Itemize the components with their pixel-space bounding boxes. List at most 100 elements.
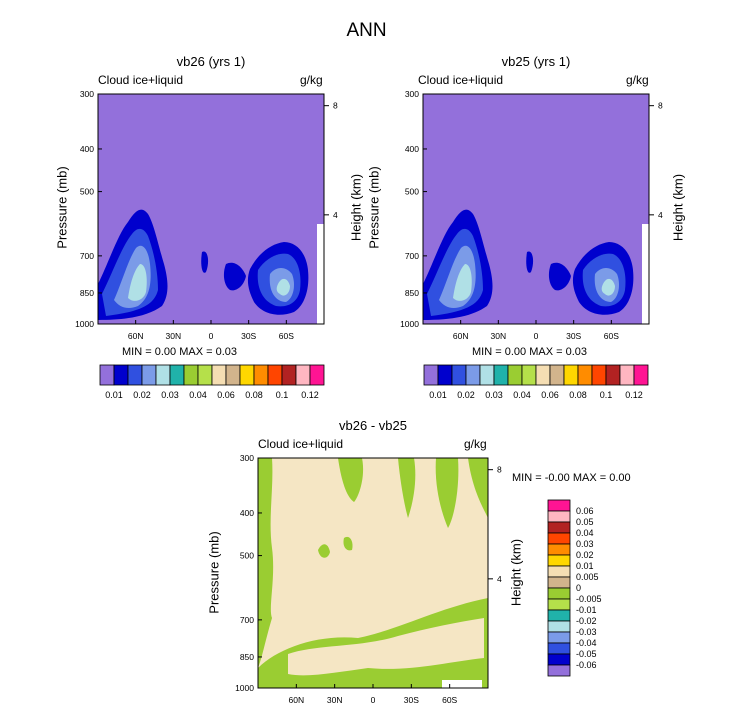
panel3-contour-region	[288, 618, 484, 676]
panel3-xtick-label: 0	[371, 695, 376, 705]
panel1-colorbar-swatch	[197, 364, 213, 386]
panel3-xtick-label: 60N	[289, 695, 305, 705]
panel2-colorbar-level-label: 0.06	[541, 390, 559, 400]
panel3-colorbar-level-label: -0.005	[576, 594, 602, 604]
panel2-max-value: 0.03	[565, 346, 588, 358]
panel1-colorbar-swatch	[295, 364, 311, 386]
panel1-colorbar-swatch	[127, 364, 143, 386]
panel1-xtick-label: 60S	[279, 331, 294, 341]
panel3-ytick-label: 500	[240, 551, 254, 561]
panel1-colorbar-swatch	[169, 364, 185, 386]
panel1-xtick-label: 30S	[241, 331, 256, 341]
panel1-colorbar-swatch	[253, 364, 269, 386]
panel1-xtick-label: 60N	[128, 331, 144, 341]
panel2-colorbar-swatch	[465, 364, 481, 386]
panel2-min-value: 0.00	[504, 346, 527, 358]
panel1-contour-region	[276, 278, 290, 296]
panel2-ytick-label: 500	[405, 187, 419, 197]
panel3-colorbar-swatch	[547, 609, 571, 622]
panel2-ytick-label: 700	[405, 251, 419, 261]
panel2-colorbar-level-label: 0.03	[485, 390, 503, 400]
panel3-max-value: 0.00	[609, 472, 631, 484]
panel2-xtick-label: 60N	[453, 331, 469, 341]
panel2-colorbar-level-label: 0.01	[429, 390, 447, 400]
panel3-units-label: g/kg	[464, 437, 487, 451]
panel1-colorbar-swatch	[239, 364, 255, 386]
figure-title: ANN	[346, 20, 387, 41]
panel2-ytick-label: 1000	[400, 319, 419, 329]
panel1-colorbar-swatch	[183, 364, 199, 386]
panel2-colorbar-swatch	[507, 364, 523, 386]
panel3-min-label: MIN =	[512, 472, 542, 484]
panel3-colorbar-level-label: -0.06	[576, 660, 597, 670]
panel2-colorbar-swatch	[535, 364, 551, 386]
panel2-xtick-label: 30N	[491, 331, 507, 341]
panel2-xtick-label: 30S	[566, 331, 581, 341]
panel3-ylabel-right: Height (km)	[508, 538, 524, 607]
panel1-min-value: 0.00	[154, 346, 177, 358]
panel2-plot: 300 400 500 700 850 1000 8 4 60N 30N 0 30S 60S	[400, 89, 663, 341]
panel3-contour-region	[343, 536, 353, 551]
panel1-colorbar-swatch	[155, 364, 171, 386]
panel1-colorbar-level-label: 0.02	[133, 390, 151, 400]
panel3-colorbar-swatch	[547, 510, 571, 523]
panel2-colorbar-level-label: 0.04	[513, 390, 531, 400]
panel2-xtick-label: 60S	[604, 331, 619, 341]
panel3-height-tick-label: 8	[497, 465, 502, 475]
panel2-colorbar-swatch	[563, 364, 579, 386]
panel2-contour-region	[548, 262, 571, 291]
panel2-contour-region	[526, 251, 534, 273]
panel2-min-label: MIN =	[472, 346, 502, 358]
panel3-xtick-label: 60S	[442, 695, 457, 705]
panel3-colorbar-level-label: -0.03	[576, 627, 597, 637]
panel2-colorbar-level-label: 0.12	[625, 390, 643, 400]
panel1-contour-region	[223, 262, 246, 291]
panel3-colorbar-swatch	[547, 642, 571, 655]
panel2-contour-region	[453, 264, 472, 301]
panel3-contour-region	[258, 458, 274, 668]
panel3-colorbar-swatch	[547, 565, 571, 578]
panel3-colorbar-swatch	[547, 554, 571, 567]
panel1-colorbar-level-label: 0.12	[301, 390, 319, 400]
panel2-variable-label: Cloud ice+liquid	[418, 73, 504, 87]
panel1-colorbar-level-label: 0.06	[217, 390, 235, 400]
panel3-min-value: -0.00	[544, 472, 570, 484]
panel3-masked-area	[442, 680, 482, 688]
panel3-contour-region	[398, 458, 416, 518]
panel2-units-label: g/kg	[626, 73, 649, 87]
panel1-variable-label: Cloud ice+liquid	[98, 73, 184, 87]
panel2-colorbar-swatch	[437, 364, 453, 386]
panel1-colorbar-swatch	[113, 364, 129, 386]
panel3-colorbar-swatch	[547, 620, 571, 633]
panel2-masked-area	[642, 224, 649, 324]
panel1-colorbar-level-label: 0.04	[189, 390, 207, 400]
panel3-colorbar-level-label: 0.005	[576, 572, 599, 582]
panel2-colorbar-swatch	[591, 364, 607, 386]
panel1-colorbar-swatch	[99, 364, 115, 386]
panel1-colorbar-swatch	[267, 364, 283, 386]
panel3-contour-region	[338, 458, 364, 502]
panel1-ytick-label: 400	[80, 144, 94, 154]
panel2-ytick-label: 300	[405, 89, 419, 99]
panel3-colorbar-swatch	[547, 664, 571, 677]
panel3-colorbar-level-label: 0.04	[576, 528, 594, 538]
panel2-colorbar-swatch	[493, 364, 509, 386]
panel1-colorbar-level-label: 0.1	[276, 390, 289, 400]
panel3-colorbar-swatch	[547, 543, 571, 556]
panel3-colorbar-swatch	[547, 576, 571, 589]
panel1-xtick-label: 30N	[166, 331, 182, 341]
panel1-minmax: MIN = 0.00 MAX = 0.03	[122, 346, 237, 358]
panel1-ytick-label: 300	[80, 89, 94, 99]
panel2-colorbar-swatch	[479, 364, 495, 386]
panel3-colorbar-level-label: 0.03	[576, 539, 594, 549]
panel3-contour-region	[468, 458, 488, 518]
panel3-ytick-label: 850	[240, 652, 254, 662]
panel3-xtick-label: 30S	[404, 695, 419, 705]
panel3-title: vb26 - vb25	[339, 418, 407, 433]
panel3-colorbar-level-label: -0.02	[576, 616, 597, 626]
panel2-height-tick-label: 4	[658, 210, 663, 220]
panel2-minmax: MIN = 0.00 MAX = 0.03	[472, 346, 587, 358]
panel1-ylabel-right: Height (km)	[348, 173, 364, 242]
panel3-height-tick-label: 4	[497, 574, 502, 584]
panel3-colorbar-level-label: 0.02	[576, 550, 594, 560]
